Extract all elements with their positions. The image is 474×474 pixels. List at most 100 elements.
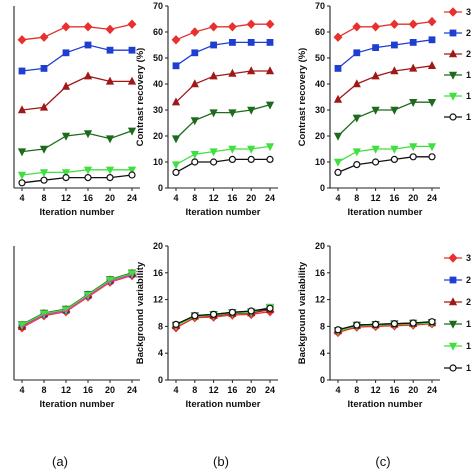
data-point	[247, 145, 256, 154]
data-point	[228, 155, 236, 163]
data-point	[127, 166, 137, 175]
data-point	[209, 109, 218, 118]
series-2	[172, 305, 274, 329]
x-tick-label: 24	[427, 193, 437, 203]
legend-marker	[448, 49, 458, 58]
legend-marker	[448, 7, 458, 17]
x-axis-label: Iteration number	[348, 207, 423, 218]
legend-marker	[448, 71, 458, 80]
x-tick-label: 8	[354, 193, 359, 203]
series-5	[171, 303, 275, 331]
y-tick-label: 60	[153, 27, 163, 37]
panel-labels: (a) (b) (c)	[52, 454, 391, 469]
series-3	[171, 304, 275, 329]
legend-label: 2	[466, 275, 471, 285]
data-point	[61, 132, 71, 141]
series-line	[21, 23, 133, 41]
legend-marker	[448, 297, 458, 306]
series-2	[18, 41, 136, 75]
x-tick-label: 20	[246, 385, 256, 395]
data-point	[190, 151, 199, 159]
data-point	[83, 71, 93, 80]
panel-label-a: (a)	[52, 454, 68, 469]
y-tick-label: 4	[320, 348, 325, 358]
y-tick-label: 16	[315, 268, 325, 278]
series-6	[18, 171, 136, 187]
x-tick-label: 24	[127, 385, 137, 395]
data-point	[61, 81, 71, 90]
y-tick-label: 50	[153, 53, 163, 63]
data-point	[352, 22, 362, 32]
data-point	[389, 19, 399, 29]
series-line	[21, 75, 132, 111]
data-point	[171, 161, 181, 170]
y-axis-label: Background variability	[135, 261, 146, 364]
data-point	[390, 145, 399, 154]
series-line	[175, 23, 270, 41]
data-point	[333, 132, 343, 141]
data-point	[333, 158, 343, 167]
series-2	[334, 36, 436, 72]
series-line	[337, 65, 433, 101]
series-6	[334, 318, 436, 334]
data-point	[409, 143, 418, 152]
data-point	[172, 168, 180, 176]
data-point	[352, 114, 361, 123]
y-tick-label: 12	[315, 295, 325, 305]
legend-entry: 1	[444, 319, 471, 329]
series-4	[17, 127, 137, 157]
series-line	[175, 158, 270, 173]
legend-marker	[449, 29, 457, 37]
data-point	[246, 19, 256, 29]
y-tick-label: 16	[153, 268, 163, 278]
data-point	[61, 169, 71, 178]
data-point	[17, 105, 27, 114]
x-tick-label: 16	[227, 193, 237, 203]
data-point	[228, 145, 237, 154]
data-point	[228, 109, 237, 118]
x-tick-label: 16	[83, 193, 93, 203]
legend-marker	[448, 342, 458, 351]
data-point	[372, 320, 380, 328]
data-point	[352, 148, 361, 157]
data-point	[390, 155, 398, 163]
data-point	[106, 46, 114, 54]
data-point	[265, 19, 275, 29]
series-5	[171, 143, 275, 170]
x-tick-label: 24	[265, 385, 275, 395]
x-tick-label: 8	[354, 385, 359, 395]
data-point	[247, 307, 255, 315]
chart-panel-c-top: 4 8 12 16 20 24 0 10 20 30 40 50 60 70 Iteration numbe…	[297, 1, 440, 218]
x-tick-label: 24	[427, 385, 437, 395]
series-3	[333, 61, 437, 103]
series-line	[337, 39, 433, 69]
x-tick-label: 8	[192, 193, 197, 203]
data-point	[428, 36, 436, 44]
data-point	[353, 49, 361, 57]
x-axis-label: Iteration number	[40, 399, 115, 410]
legend-label: 1	[466, 319, 471, 329]
x-tick-label: 16	[389, 193, 399, 203]
y-tick-label: 4	[158, 348, 163, 358]
series-line	[337, 145, 432, 163]
legend-entry: 1	[444, 70, 471, 80]
series-5	[333, 143, 437, 167]
x-tick-label: 16	[83, 385, 93, 395]
data-point	[209, 71, 218, 80]
panel-label-c: (c)	[375, 454, 390, 469]
x-tick-label: 12	[61, 193, 71, 203]
x-tick-label: 20	[105, 193, 115, 203]
x-tick-label: 24	[265, 193, 275, 203]
data-point	[427, 143, 437, 152]
x-tick-label: 20	[408, 385, 418, 395]
data-point	[391, 41, 398, 49]
data-point	[266, 304, 274, 312]
data-point	[409, 99, 418, 107]
data-point	[334, 168, 342, 176]
y-tick-label: 0	[320, 183, 325, 193]
y-tick-label: 10	[153, 157, 163, 167]
x-tick-label: 8	[41, 193, 46, 203]
series-line	[21, 272, 133, 326]
